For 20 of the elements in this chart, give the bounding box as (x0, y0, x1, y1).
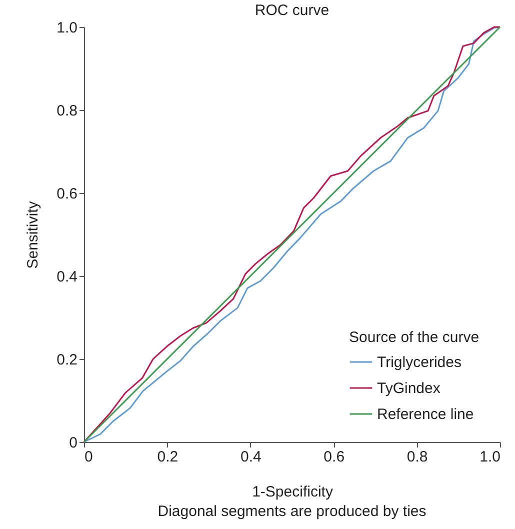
legend-label: Reference line (377, 406, 474, 423)
legend-label: TyGindex (377, 380, 441, 397)
y-axis-title: Sensitivity (24, 200, 42, 269)
y-tick-label: 0.4 (56, 268, 78, 286)
legend-label: Triglycerides (377, 354, 462, 371)
text: Diagonal segments are produced by ties (158, 503, 426, 520)
x-tick-label: 0.4 (240, 448, 262, 466)
y-tick-label: 0 (69, 434, 78, 452)
y-tick-label: 0.2 (56, 352, 78, 368)
y-tick-label: 0.6 (56, 186, 78, 202)
x-tick-label: 1.0 (480, 448, 500, 466)
x-axis-title: 1-Specificity (252, 484, 334, 500)
chart-title: ROC curve (254, 2, 330, 19)
x-tick-label: 0 (84, 448, 93, 466)
x-tick-label: 0.8 (406, 448, 428, 466)
y-tick-label: 1.0 (56, 20, 78, 36)
legend-title: Source of the curve (349, 329, 480, 346)
x-tick-label: 0.6 (324, 448, 345, 466)
y-tick-label: 0.8 (56, 102, 78, 120)
x-tick-label: 0.2 (157, 448, 178, 466)
